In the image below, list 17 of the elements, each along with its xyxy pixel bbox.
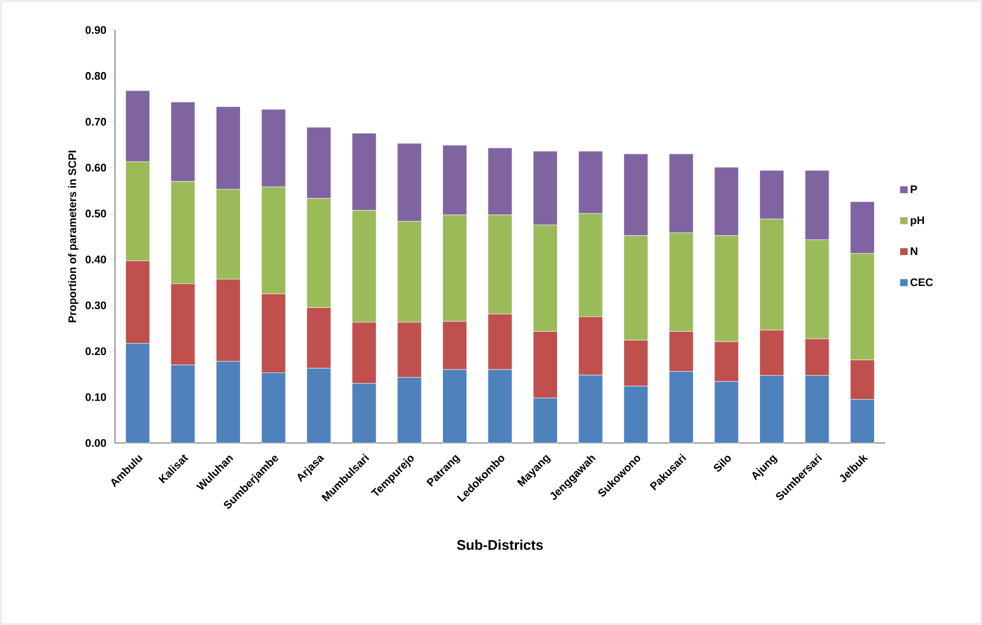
legend-label: CEC	[910, 278, 933, 286]
y-axis-title: Proportion of parameters in SCPI	[68, 150, 78, 322]
legend-label: N	[910, 247, 918, 255]
y-tick-label: 0.20	[86, 347, 106, 356]
x-tick-label: Silo	[714, 456, 731, 472]
legend-label: pH	[910, 216, 924, 226]
y-tick-label: 0.90	[86, 26, 106, 34]
y-tick-label: 0.50	[86, 210, 106, 218]
legend-label: P	[910, 186, 918, 194]
y-tick-label: 0.40	[86, 256, 106, 264]
y-tick-label: 0.10	[86, 393, 106, 401]
y-tick-label: 0.60	[86, 164, 106, 172]
x-axis-title: Sub-Districts	[457, 540, 543, 550]
y-tick-label: 0.70	[86, 118, 106, 126]
y-tick-label: 0.00	[86, 439, 106, 447]
y-tick-label: 0.80	[86, 72, 106, 80]
y-tick-label: 0.30	[86, 301, 106, 310]
